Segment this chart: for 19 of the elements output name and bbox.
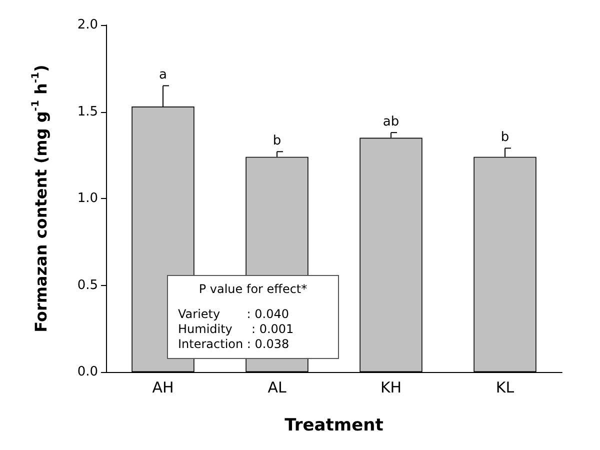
- y-tick-label: 0.5: [77, 278, 98, 293]
- x-axis-title: Treatment: [284, 416, 384, 436]
- y-axis-title: Formazan content (mg g-1 h-1): [30, 64, 50, 332]
- x-tick-label: AH: [152, 378, 174, 396]
- y-tick-label: 1.0: [77, 191, 98, 206]
- annotation: b: [500, 130, 510, 146]
- x-tick-label: KH: [380, 378, 402, 396]
- annotation: b: [272, 134, 282, 149]
- annotation: a: [159, 68, 167, 83]
- annotation: Interaction : 0.038: [178, 337, 290, 352]
- y-tick-label: 1.5: [77, 104, 98, 120]
- x-tick-label: KL: [496, 378, 515, 396]
- annotation: Humidity : 0.001: [178, 322, 295, 337]
- annotation: Variety : 0.040: [178, 307, 290, 322]
- annotation: ab: [382, 114, 400, 130]
- y-tick-label: 2.0: [77, 18, 98, 32]
- x-tick-label: AL: [268, 378, 287, 396]
- y-tick-label: 0.0: [77, 364, 98, 380]
- annotation: P value for effect*: [198, 282, 308, 297]
